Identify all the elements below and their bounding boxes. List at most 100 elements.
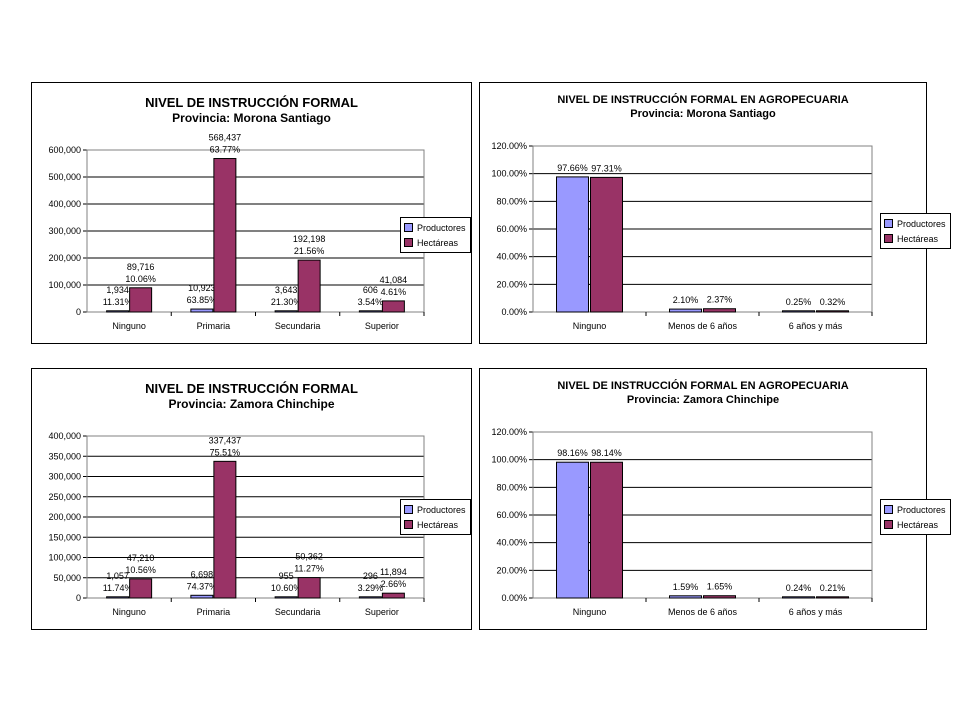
legend-swatch-productores — [884, 219, 893, 228]
bar-hectareas — [129, 578, 153, 599]
x-tick-label: Superior — [365, 321, 399, 331]
x-tick-label: Primaria — [197, 321, 231, 331]
bar-chart: 0.00% 20.00% 40.00% 60.00% 80.00% 100.00% 120.… — [491, 427, 873, 617]
data-label-percent: 10.06% — [125, 274, 156, 284]
bar-hectareas — [816, 310, 849, 313]
y-tick-label: 80.00% — [496, 482, 527, 492]
data-label-percent: 11.27% — [294, 564, 324, 574]
data-label-value: 192,198 — [293, 234, 326, 244]
data-label-percent: 0.21% — [820, 583, 846, 593]
legend-swatch-hectareas — [884, 520, 893, 529]
chart-panel-agro-morona-santiago: NIVEL DE INSTRUCCIÓN FORMAL EN AGROPECUA… — [479, 82, 951, 344]
legend-label: Productores — [897, 218, 946, 229]
plot-border — [532, 431, 873, 599]
y-tick-label: 60.00% — [496, 224, 527, 234]
bar-productores — [106, 596, 130, 599]
data-label-percent: 21.56% — [294, 246, 325, 256]
legend-item-productores: Productores — [404, 502, 466, 517]
data-label-percent: 97.31% — [591, 163, 622, 173]
bar-productores — [782, 596, 815, 599]
bar-productores — [669, 308, 702, 313]
bar-hectareas — [703, 595, 736, 599]
x-tick-label: Secundaria — [275, 607, 321, 617]
y-tick-label: 100,000 — [48, 553, 81, 563]
data-label-percent: 75.51% — [210, 447, 241, 457]
bar-productores — [106, 310, 130, 313]
data-label-percent: 3.54% — [358, 297, 384, 307]
data-label-value: 47,210 — [127, 553, 155, 563]
data-label-value: 1,934 — [106, 285, 129, 295]
bar-productores — [358, 596, 382, 599]
x-tick-label: Ninguno — [573, 321, 607, 331]
y-tick-label: 120.00% — [491, 427, 527, 437]
y-tick-label: 100.00% — [491, 169, 527, 179]
data-label-value: 10,923 — [188, 283, 216, 293]
legend-item-productores: Productores — [884, 502, 946, 517]
data-label-percent: 0.32% — [820, 297, 846, 307]
legend-swatch-productores — [884, 505, 893, 514]
y-tick-label: 0.00% — [501, 307, 527, 317]
y-tick-label: 120.00% — [491, 141, 527, 151]
data-label-percent: 74.37% — [187, 581, 218, 591]
data-label-percent: 11.74% — [103, 583, 133, 593]
x-tick-label: Ninguno — [112, 321, 146, 331]
bar-hectareas — [213, 158, 237, 313]
chart-legend: Productores Hectáreas — [880, 499, 951, 535]
data-label-percent: 11.31% — [103, 297, 133, 307]
y-tick-label: 200,000 — [48, 253, 81, 263]
legend-label: Hectáreas — [897, 519, 939, 530]
data-label-percent: 21.30% — [271, 297, 302, 307]
chart-panel-agro-zamora-chinchipe: NIVEL DE INSTRUCCIÓN FORMAL EN AGROPECUA… — [479, 368, 951, 630]
data-label-percent: 3.29% — [358, 583, 384, 593]
legend-swatch-productores — [404, 223, 413, 232]
data-label-percent: 98.14% — [591, 448, 622, 458]
chart-title: NIVEL DE INSTRUCCIÓN FORMAL EN AGROPECUA… — [557, 380, 849, 392]
legend-label: Hectáreas — [897, 233, 939, 244]
data-label-value: 89,716 — [127, 262, 155, 272]
y-tick-label: 50,000 — [53, 573, 81, 583]
x-tick-label: Menos de 6 años — [668, 321, 738, 331]
data-label-percent: 0.24% — [786, 583, 812, 593]
y-tick-label: 20.00% — [496, 565, 527, 575]
y-tick-label: 0.00% — [501, 593, 527, 603]
bar-hectareas — [703, 308, 736, 313]
bar-chart: 0 50,000 100,000 150,000 200,000 250,000 300,0… — [48, 431, 425, 617]
x-tick-label: Ninguno — [112, 607, 146, 617]
legend-item-hectareas: Hectáreas — [884, 231, 946, 246]
y-tick-label: 20.00% — [496, 279, 527, 289]
legend-swatch-productores — [404, 505, 413, 514]
chart-panel-zamora-chinchipe: NIVEL DE INSTRUCCIÓN FORMAL Provincia: Z… — [31, 368, 472, 630]
y-tick-label: 250,000 — [48, 492, 81, 502]
y-tick-label: 200,000 — [48, 512, 81, 522]
x-tick-label: 6 años y más — [789, 321, 843, 331]
legend-label: Productores — [897, 504, 946, 515]
y-tick-label: 300,000 — [48, 472, 81, 482]
y-tick-label: 350,000 — [48, 451, 81, 461]
data-label-percent: 63.85% — [187, 295, 218, 305]
y-tick-label: 100.00% — [491, 455, 527, 465]
legend-swatch-hectareas — [404, 520, 413, 529]
legend-item-productores: Productores — [404, 220, 466, 235]
chart-title: NIVEL DE INSTRUCCIÓN FORMAL EN AGROPECUA… — [557, 94, 849, 106]
data-label-percent: 63.77% — [210, 145, 241, 155]
bar-hectareas — [129, 287, 153, 313]
bar-productores — [556, 461, 589, 599]
data-label-percent: 97.66% — [557, 163, 588, 173]
x-tick-label: Secundaria — [275, 321, 321, 331]
legend-label: Hectáreas — [417, 519, 459, 530]
y-tick-label: 500,000 — [48, 172, 81, 182]
x-tick-label: 6 años y más — [789, 607, 843, 617]
legend-swatch-hectareas — [884, 234, 893, 243]
y-tick-label: 0 — [76, 593, 81, 603]
bar-chart: 0.00% 20.00% 40.00% 60.00% 80.00% 100.00% 120.… — [491, 141, 873, 331]
data-label-value: 3,643 — [275, 285, 298, 295]
data-label-percent: 10.60% — [271, 583, 302, 593]
bar-hectareas — [297, 259, 321, 313]
data-label-percent: 1.65% — [707, 582, 733, 592]
bar-hectareas — [590, 461, 623, 599]
x-tick-label: Ninguno — [573, 607, 607, 617]
data-label-value: 296 — [363, 571, 378, 581]
y-tick-label: 40.00% — [496, 252, 527, 262]
data-label-percent: 0.25% — [786, 297, 812, 307]
y-tick-label: 400,000 — [48, 199, 81, 209]
